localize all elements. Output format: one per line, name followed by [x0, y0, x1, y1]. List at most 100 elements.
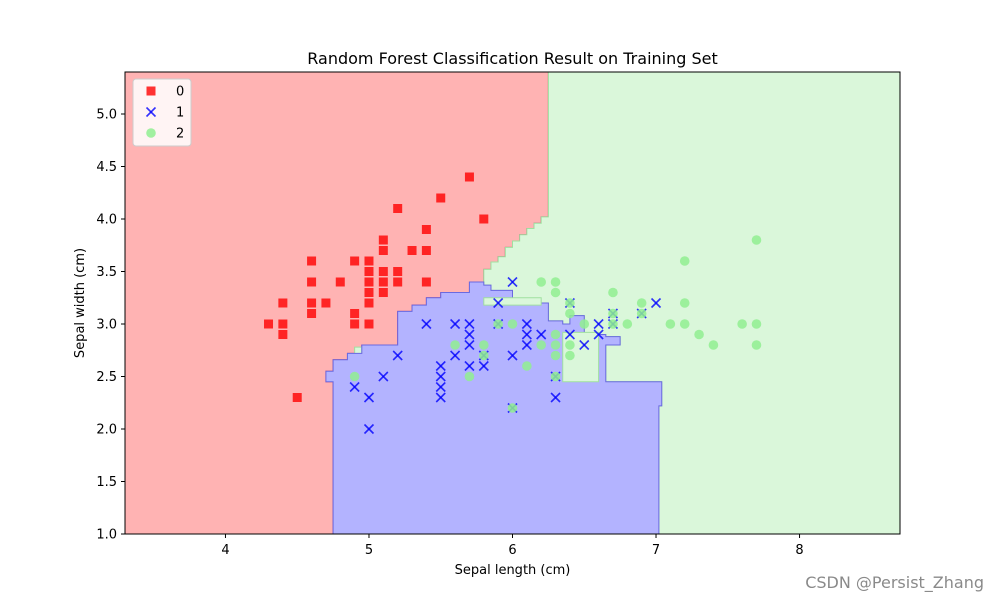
point-class-1-9: [435, 392, 446, 403]
x-tick-label: 7: [652, 543, 660, 558]
point-class-2-11: [550, 277, 561, 287]
legend-marker-1: [145, 106, 157, 118]
region-class-2-5: [483, 297, 542, 306]
point-class-0-7: [307, 298, 317, 308]
point-class-0-32: [436, 193, 446, 203]
y-tick-label: 5.0: [96, 108, 117, 123]
point-class-2-7: [507, 403, 518, 413]
point-class-1-12: [464, 318, 475, 330]
point-class-1-4: [392, 350, 403, 361]
point-class-0-4: [292, 393, 302, 402]
y-tick-label: 1.5: [96, 475, 117, 490]
point-class-0-6: [307, 277, 317, 287]
point-class-1-20: [507, 276, 518, 288]
point-class-1-30: [564, 329, 575, 340]
point-class-2-29: [679, 256, 690, 266]
point-class-1-10: [450, 318, 461, 330]
point-class-2-35: [751, 235, 762, 245]
point-class-0-18: [364, 298, 374, 308]
point-class-0-19: [364, 319, 374, 329]
point-class-1-18: [493, 297, 504, 309]
point-class-0-30: [421, 246, 431, 255]
point-class-0-26: [393, 267, 403, 276]
point-class-0-5: [307, 256, 317, 266]
x-tick-label: 6: [508, 543, 516, 558]
legend-marker-0: [146, 86, 156, 96]
point-class-2-18: [565, 308, 575, 319]
point-class-0-15: [364, 267, 374, 276]
point-class-2-24: [608, 319, 618, 329]
point-class-2-21: [579, 319, 590, 329]
watermark: CSDN @Persist_Zhang: [805, 573, 984, 592]
point-class-2-8: [522, 361, 532, 371]
point-class-1-6: [435, 360, 446, 372]
point-class-1-13: [464, 329, 475, 340]
point-class-2-4: [478, 350, 489, 361]
point-class-2-27: [636, 308, 647, 319]
x-axis-ticks: 4 5 6 7 8: [221, 534, 804, 558]
point-class-2-10: [536, 340, 547, 350]
legend-marker-2: [146, 128, 156, 138]
point-class-2-2: [464, 371, 475, 382]
point-class-1-5: [421, 318, 432, 330]
point-class-0-22: [378, 267, 388, 276]
point-class-2-13: [550, 329, 561, 340]
decision-regions: [124, 71, 901, 535]
point-class-0-2: [278, 319, 288, 329]
point-class-1-25: [521, 339, 532, 351]
point-class-2-32: [694, 329, 704, 340]
y-tick-label: 3.5: [96, 265, 117, 280]
point-class-2-26: [636, 298, 647, 308]
legend-frame: [132, 78, 192, 147]
legend: 0 1 2: [132, 78, 192, 147]
point-class-0-11: [350, 256, 360, 266]
point-class-1-7: [435, 371, 446, 382]
point-class-2-12: [550, 287, 561, 298]
point-class-0-9: [321, 298, 331, 308]
point-class-1-15: [464, 360, 475, 372]
point-class-1-32: [593, 318, 604, 330]
point-class-0-13: [350, 319, 360, 329]
point-class-2-17: [565, 298, 575, 308]
point-class-1-0: [349, 381, 360, 393]
x-tick-label: 5: [365, 543, 373, 558]
point-class-2-36: [751, 319, 762, 329]
point-class-0-20: [378, 235, 388, 245]
point-class-0-1: [278, 298, 288, 308]
point-class-2-28: [665, 319, 676, 329]
x-tick-label: 4: [221, 543, 229, 558]
point-class-2-22: [608, 287, 618, 298]
point-class-2-23: [608, 308, 618, 319]
point-class-0-0: [264, 319, 274, 329]
y-axis-label: Sepal width (cm): [73, 248, 88, 358]
point-class-2-20: [565, 350, 575, 361]
legend-label-1: 1: [176, 106, 184, 121]
point-class-1-21: [507, 350, 518, 361]
point-class-1-24: [521, 329, 532, 340]
point-class-1-26: [536, 329, 547, 340]
point-class-0-31: [421, 277, 431, 287]
point-class-0-33: [464, 172, 474, 182]
point-class-0-3: [278, 330, 288, 339]
point-class-2-15: [550, 350, 561, 361]
point-class-2-9: [536, 277, 547, 287]
point-class-0-27: [393, 277, 403, 287]
point-class-2-1: [450, 340, 460, 350]
point-class-1-37: [650, 297, 662, 309]
point-class-0-8: [307, 309, 317, 318]
point-class-2-30: [679, 298, 690, 308]
y-axis-ticks: 1.0 1.5 2.0 2.5 3.0 3.5 4.0 4.5 5.0: [96, 108, 125, 543]
point-class-0-21: [378, 246, 388, 255]
point-class-0-24: [378, 288, 388, 297]
point-class-1-8: [435, 381, 446, 393]
point-class-1-11: [450, 350, 461, 361]
y-tick-label: 2.5: [96, 370, 117, 385]
point-class-0-23: [378, 277, 388, 287]
x-axis-label: Sepal length (cm): [455, 563, 571, 578]
point-class-2-14: [550, 340, 561, 350]
point-class-2-25: [622, 319, 633, 329]
point-class-2-0: [349, 371, 360, 382]
y-tick-label: 1.0: [96, 528, 117, 543]
point-class-1-14: [464, 339, 475, 351]
